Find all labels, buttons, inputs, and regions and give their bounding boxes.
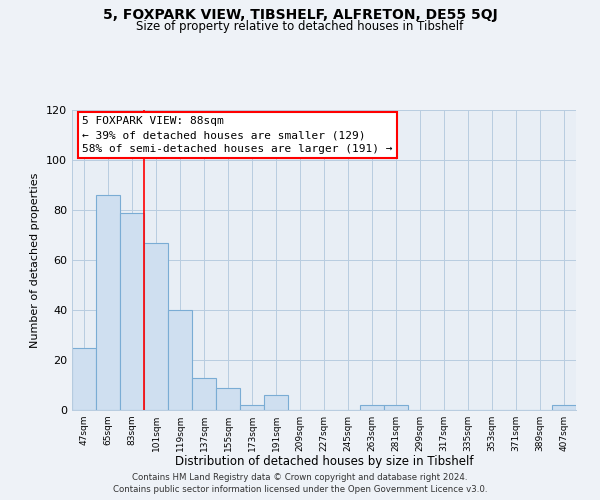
Bar xyxy=(552,405,576,410)
Text: Contains HM Land Registry data © Crown copyright and database right 2024.
Contai: Contains HM Land Registry data © Crown c… xyxy=(113,472,487,494)
Text: 5 FOXPARK VIEW: 88sqm
← 39% of detached houses are smaller (129)
58% of semi-det: 5 FOXPARK VIEW: 88sqm ← 39% of detached … xyxy=(82,116,392,154)
Bar xyxy=(216,388,240,410)
Y-axis label: Number of detached properties: Number of detached properties xyxy=(31,172,40,348)
Bar xyxy=(120,212,144,410)
Bar xyxy=(168,310,192,410)
Bar xyxy=(240,405,264,410)
Bar xyxy=(96,195,120,410)
Text: Size of property relative to detached houses in Tibshelf: Size of property relative to detached ho… xyxy=(136,20,464,33)
Bar xyxy=(192,378,216,410)
Bar xyxy=(360,405,384,410)
Bar xyxy=(384,405,408,410)
Bar xyxy=(72,348,96,410)
Text: 5, FOXPARK VIEW, TIBSHELF, ALFRETON, DE55 5QJ: 5, FOXPARK VIEW, TIBSHELF, ALFRETON, DE5… xyxy=(103,8,497,22)
Bar xyxy=(144,242,168,410)
Text: Distribution of detached houses by size in Tibshelf: Distribution of detached houses by size … xyxy=(175,454,473,468)
Bar xyxy=(264,395,288,410)
